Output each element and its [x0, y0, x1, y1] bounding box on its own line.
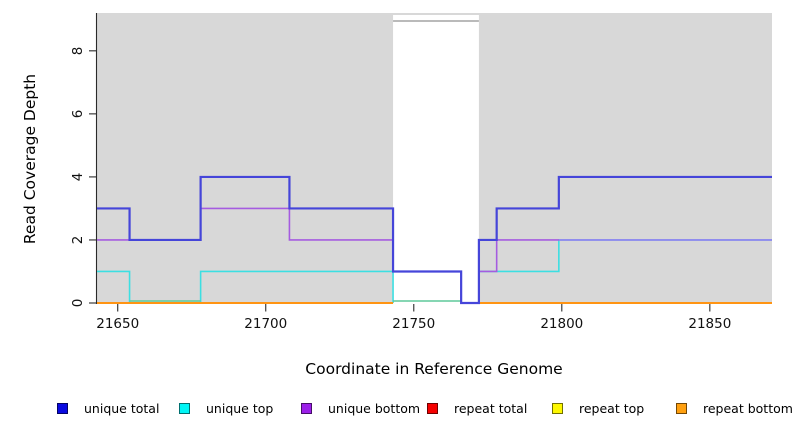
- unique-total-line: [97, 175, 772, 305]
- x-tick-label: 21750: [392, 316, 436, 332]
- x-tick-label: 21700: [244, 316, 288, 332]
- x-tick-label: 21800: [540, 316, 584, 332]
- y-tick-label: 2: [70, 235, 86, 245]
- y-axis-title: Read Coverage Depth: [21, 73, 39, 245]
- x-tick-label: 21650: [96, 316, 140, 332]
- y-tick-label: 8: [70, 46, 86, 56]
- x-tick-label: 21850: [688, 316, 732, 332]
- x-axis-title: Coordinate in Reference Genome: [305, 360, 563, 378]
- y-tick-label: 6: [70, 109, 86, 119]
- y-tick-label: 4: [70, 172, 86, 182]
- gap-region: [393, 15, 479, 304]
- y-tick-label: 0: [70, 298, 86, 308]
